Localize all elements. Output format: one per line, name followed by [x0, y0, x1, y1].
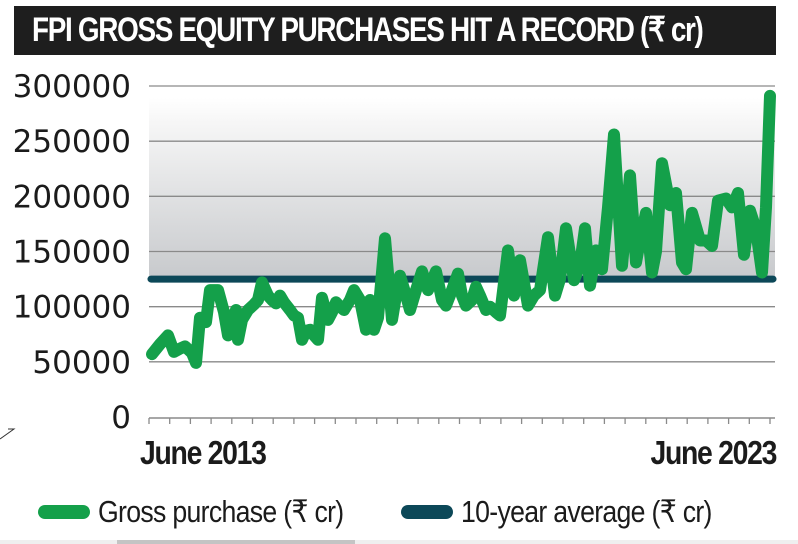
chart-title-bar: FPI GROSS EQUITY PURCHASES HIT A RECORD … — [14, 6, 776, 55]
y-axis-ticks: 0 50000 100000 150000 200000 250000 300000 — [13, 69, 131, 436]
legend-item-gross-purchase: Gross purchase (₹ cr) — [38, 494, 344, 530]
y-tick-label: 250000 — [13, 124, 131, 160]
x-axis-end-label: June 2023 — [650, 434, 777, 471]
y-tick-label: 300000 — [13, 69, 131, 105]
gross-purchase-line — [146, 89, 776, 369]
gross-purchase-swatch-icon — [38, 505, 90, 519]
ten-year-average-swatch-icon — [401, 505, 454, 519]
horizontal-scrollbar-track[interactable] — [0, 540, 798, 544]
x-axis — [148, 417, 775, 424]
y-tick-label: 100000 — [13, 290, 131, 326]
y-tick-label: 50000 — [32, 345, 131, 381]
x-axis-start-label: June 2013 — [140, 434, 267, 471]
legend-label: Gross purchase (₹ cr) — [98, 494, 344, 529]
legend-item-ten-year-average: 10-year average (₹ cr) — [401, 494, 753, 530]
y-tick-label: 150000 — [13, 235, 131, 271]
chart-title: FPI GROSS EQUITY PURCHASES HIT A RECORD … — [32, 11, 704, 49]
legend-label: 10-year average (₹ cr) — [461, 494, 713, 529]
y-tick-label: 0 — [111, 400, 131, 436]
horizontal-scrollbar-thumb[interactable] — [117, 540, 355, 544]
y-tick-label: 200000 — [13, 179, 131, 215]
corner-triangle-icon — [0, 428, 16, 440]
chart-legend: Gross purchase (₹ cr) 10-year average (₹… — [38, 492, 781, 532]
